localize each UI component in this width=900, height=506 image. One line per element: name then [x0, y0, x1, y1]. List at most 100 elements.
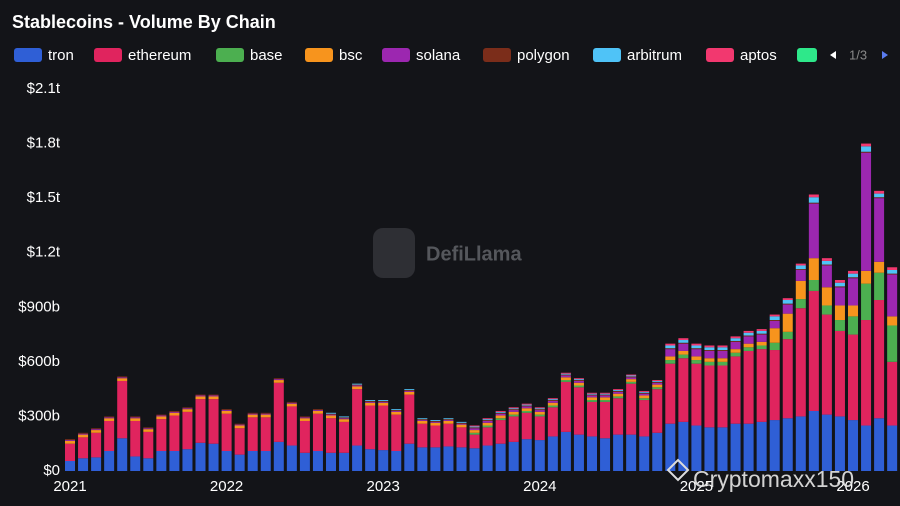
y-tick-label: $300b [18, 407, 60, 424]
bar-segment [482, 425, 493, 428]
bar-segment [704, 365, 715, 428]
bar-segment [600, 400, 611, 402]
bar-segment [600, 397, 611, 401]
bar-segment [339, 421, 350, 453]
bar-segment [874, 272, 885, 301]
bar-segment [195, 395, 206, 397]
bar-segment [874, 418, 885, 471]
bar-segment [652, 382, 663, 385]
bar-segment [404, 390, 415, 391]
bar-segment [65, 440, 75, 441]
bar-segment [469, 430, 480, 433]
bar-segment [326, 413, 336, 415]
bar-segment [404, 389, 415, 391]
bar-segment [65, 460, 75, 471]
bar-segment [312, 450, 323, 471]
watermark: DefiLlama [426, 243, 522, 265]
bar-segment [78, 437, 89, 459]
bar-segment [273, 380, 284, 383]
bar-segment [534, 407, 545, 409]
bar-segment [495, 412, 506, 414]
bar-segment [339, 418, 350, 420]
bar-segment [769, 320, 780, 329]
bar-segment [678, 338, 689, 341]
bar-segment [534, 409, 545, 411]
bar-segment [874, 197, 885, 199]
bar-segment [169, 415, 180, 451]
bar-segment [156, 450, 167, 471]
bar-segment [91, 432, 102, 458]
bar-segment [404, 391, 415, 395]
bar-segment [769, 342, 780, 351]
bar-segment [573, 380, 584, 381]
bar-segment [626, 434, 637, 471]
bar-segment [378, 400, 389, 402]
legend-label: aptos [740, 47, 777, 64]
bar-segment [182, 449, 193, 471]
legend-next[interactable] [882, 51, 888, 59]
bar-segment [639, 398, 650, 401]
bar-segment [365, 405, 376, 450]
bar-segment [691, 348, 702, 350]
bar-segment [795, 269, 806, 270]
bar-segment [404, 390, 415, 392]
bar-segment [639, 400, 650, 437]
bar-segment [521, 439, 532, 471]
bar-segment [208, 443, 219, 471]
bar-segment [339, 419, 350, 422]
bar-segment [808, 194, 819, 198]
legend-swatch [305, 48, 333, 62]
bar-segment [795, 299, 806, 309]
bar-segment [848, 305, 858, 317]
bar-segment [495, 415, 506, 419]
bar-segment [717, 361, 728, 366]
bar-segment [247, 412, 258, 414]
bar-segment [260, 417, 271, 451]
legend-swatch [706, 48, 734, 62]
bar-segment [469, 432, 480, 435]
bar-segment [730, 340, 741, 342]
bar-segment [756, 334, 767, 342]
bar-segment [234, 424, 245, 426]
bar-segment [417, 420, 428, 421]
bar-segment [743, 343, 754, 348]
bar-segment [156, 416, 167, 420]
bar-segment [834, 282, 845, 287]
legend-swatch [593, 48, 621, 62]
bar-segment [652, 380, 663, 382]
bar-segment [456, 423, 467, 425]
bar-segment [469, 426, 480, 428]
bar-segment [208, 394, 219, 396]
bar-segment [130, 456, 141, 471]
bar-segment [221, 409, 232, 411]
bar-segment [312, 409, 323, 411]
bar-segment [652, 384, 663, 388]
bar-segment [848, 270, 858, 274]
bar-segment [874, 300, 885, 419]
bar-segment [299, 418, 310, 421]
bar-segment [208, 395, 219, 397]
legend-prev[interactable] [830, 51, 836, 59]
bar-segment [521, 403, 532, 405]
bar-segment [482, 420, 493, 421]
bar-segment [613, 398, 624, 435]
bar-segment [169, 412, 180, 416]
bar-segment [834, 305, 845, 321]
bar-segment [743, 350, 754, 424]
bar-segment [639, 395, 650, 399]
bar-segment [365, 400, 376, 401]
bar-segment [534, 411, 545, 415]
bar-segment [91, 429, 102, 431]
bar-segment [404, 394, 415, 444]
bar-segment [326, 452, 336, 471]
bar-segment [247, 413, 258, 415]
bar-segment [443, 420, 454, 421]
bar-segment [587, 436, 597, 471]
bar-segment [443, 418, 454, 420]
bar-segment [782, 304, 793, 314]
bar-segment [795, 280, 806, 300]
bar-segment [782, 313, 793, 332]
bar-segment [678, 343, 689, 351]
bar-segment [430, 420, 441, 422]
